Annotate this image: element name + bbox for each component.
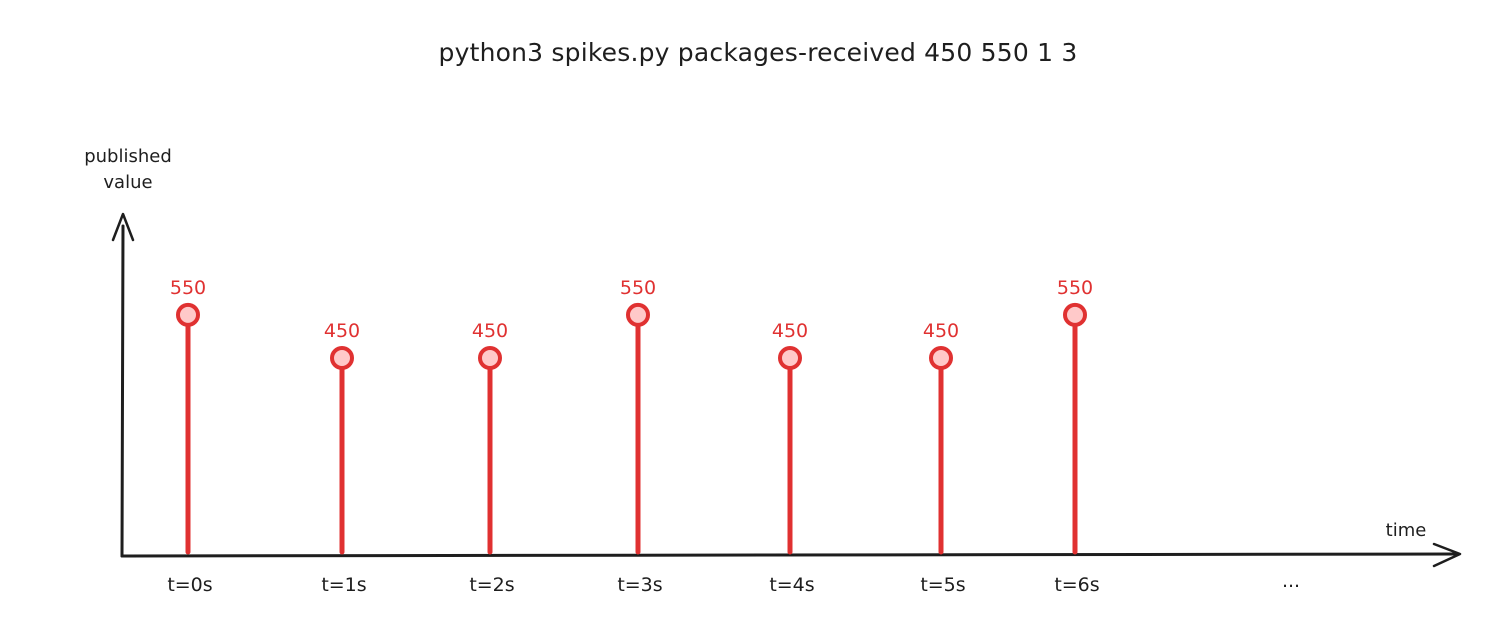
x-tick-label-2: t=2s bbox=[469, 574, 514, 596]
data-point-2 bbox=[478, 345, 502, 370]
y-axis-label-line-2: value bbox=[103, 172, 153, 193]
chart-title: python3 spikes.py packages-received 450 … bbox=[438, 38, 1078, 67]
x-tick-continuation: ... bbox=[1282, 570, 1300, 592]
x-tick-label-5: t=5s bbox=[920, 574, 965, 596]
data-point-4 bbox=[778, 345, 802, 370]
data-point-6 bbox=[1063, 302, 1087, 327]
x-tick-label-3: t=3s bbox=[617, 574, 662, 596]
x-axis-arrowhead bbox=[1432, 542, 1462, 568]
y-axis-label: published value bbox=[72, 144, 184, 196]
x-tick-label-4: t=4s bbox=[769, 574, 814, 596]
data-label-1: 450 bbox=[324, 320, 360, 342]
x-tick-label-0: t=0s bbox=[167, 574, 212, 596]
x-axis-line bbox=[120, 552, 1460, 558]
data-label-6: 550 bbox=[1057, 277, 1093, 299]
data-label-2: 450 bbox=[472, 320, 508, 342]
data-point-3 bbox=[626, 302, 650, 327]
x-tick-labels: t=0s t=1s t=2s t=3s t=4s t=5s t=6s... bbox=[167, 570, 1300, 596]
x-axis-label: time bbox=[1386, 520, 1427, 541]
y-axis-arrowhead bbox=[111, 212, 135, 242]
y-axis-label-line-1: published bbox=[84, 146, 172, 167]
data-label-5: 450 bbox=[923, 320, 959, 342]
data-label-0: 550 bbox=[170, 277, 206, 299]
data-label-4: 450 bbox=[772, 320, 808, 342]
y-axis-line bbox=[120, 224, 125, 558]
data-point-0 bbox=[176, 302, 200, 327]
x-tick-label-6: t=6s bbox=[1054, 574, 1099, 596]
data-label-3: 550 bbox=[620, 277, 656, 299]
data-marks: 550 450 450 550 450 450 550 bbox=[170, 277, 1093, 555]
x-tick-label-1: t=1s bbox=[321, 574, 366, 596]
data-point-5 bbox=[929, 345, 953, 370]
data-point-1 bbox=[330, 345, 354, 370]
axes: time bbox=[111, 212, 1462, 568]
